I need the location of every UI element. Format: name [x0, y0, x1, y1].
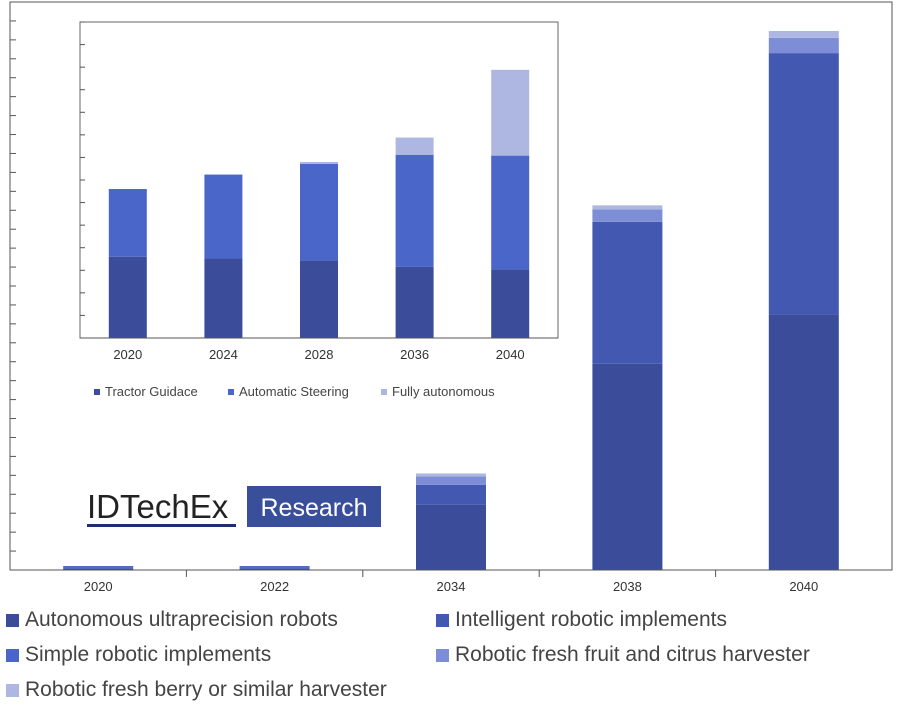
inset-legend-label: Fully autonomous	[392, 384, 495, 399]
bar-segment-2020-2	[63, 567, 134, 569]
main-legend-item: Intelligent robotic implements	[436, 608, 727, 632]
bar-segment-2038-4	[592, 209, 663, 222]
main-legend-swatch	[436, 613, 449, 627]
main-legend-label: Simple robotic implements	[25, 643, 272, 666]
bar-segment-2040-2	[491, 155, 530, 270]
bar-segment-2034-5	[416, 473, 486, 477]
x-tick-label: 2038	[613, 579, 642, 594]
bar-segment-2020-2	[108, 189, 147, 257]
main-legend-item: Autonomous ultraprecision robots	[6, 608, 338, 632]
x-tick-label: 2040	[496, 347, 525, 362]
x-tick-label: 2040	[789, 579, 818, 594]
bar-segment-2040-5	[768, 30, 839, 38]
x-tick-label: 2020	[84, 579, 113, 594]
bar-segment-2036-2	[395, 154, 434, 267]
bar-segment-2022-2	[239, 567, 310, 569]
bar-segment-2022-1	[239, 568, 310, 570]
bar-segment-2034-2	[416, 484, 486, 505]
logo-brand-text: IDTechEx	[87, 488, 229, 525]
logo-tag-background	[247, 486, 381, 527]
bar-segment-2028-2	[300, 163, 338, 261]
main-legend-swatch	[6, 613, 19, 627]
bar-segment-2038-5	[592, 205, 663, 210]
bar-segment-2028-1	[300, 260, 338, 338]
bar-segment-2040-1	[491, 269, 530, 338]
bar-segment-2036-3	[395, 137, 434, 155]
x-tick-label: 2036	[400, 347, 429, 362]
main-legend-label: Robotic fresh berry or similar harvester	[25, 678, 387, 701]
inset-bars	[108, 69, 530, 338]
bar-segment-2020-1	[63, 568, 134, 570]
idtechex-logo: IDTechEx Research	[87, 486, 381, 527]
main-legend-swatch	[436, 648, 449, 662]
logo-tag-text: Research	[261, 494, 368, 522]
bar-segment-2034-1	[416, 504, 486, 570]
main-legend-label: Intelligent robotic implements	[455, 608, 727, 631]
inset-x-axis: 2020 2024 2028 2036 2040	[80, 337, 558, 362]
bar-segment-2040-1	[768, 314, 839, 570]
chart: 2020 2022 2034 2038 2040 IDTechEx Research 2…	[9, 1, 893, 594]
bar-segment-2040-4	[768, 37, 839, 54]
x-tick-label: 2022	[260, 579, 289, 594]
x-tick-label: 2024	[209, 347, 238, 362]
bar-segment-2038-2	[592, 221, 663, 364]
inset-legend-swatch	[228, 389, 234, 395]
x-tick-label: 2020	[113, 347, 142, 362]
bar-segment-2034-4	[416, 476, 486, 485]
main-x-axis: 2020 2022 2034 2038 2040	[10, 569, 892, 594]
bar-segment-2036-1	[395, 266, 434, 338]
inset-legend-label: Automatic Steering	[239, 384, 349, 399]
main-legend-label: Autonomous ultraprecision robots	[25, 608, 338, 631]
bar-segment-2040-3	[491, 69, 530, 156]
inset-legend-label: Tractor Guidace	[105, 384, 198, 399]
bar-segment-2024-2	[204, 174, 243, 259]
main-legend-item: Robotic fresh fruit and citrus harvester	[436, 643, 810, 667]
bar-segment-2022-3	[239, 566, 310, 568]
bar-segment-2024-1	[204, 258, 243, 338]
inset-y-axis-ticks	[80, 21, 85, 339]
main-legend-item: Robotic fresh berry or similar harvester	[6, 678, 387, 702]
main-legend-label: Robotic fresh fruit and citrus harvester	[455, 643, 810, 666]
main-legend-swatch	[6, 648, 19, 662]
main-legend-item: Simple robotic implements	[6, 643, 271, 667]
main-legend-swatch	[6, 683, 19, 697]
bar-segment-2038-1	[592, 363, 663, 570]
inset-legend-swatch	[381, 389, 387, 395]
x-tick-label: 2034	[437, 579, 466, 594]
bar-segment-2020-1	[108, 256, 147, 338]
bar-segment-2020-3	[63, 566, 134, 568]
main-bars	[63, 30, 839, 570]
bar-segment-2028-3	[300, 161, 338, 164]
inset-legend-swatch	[94, 389, 100, 395]
x-tick-label: 2028	[305, 347, 334, 362]
inset-legend: Tractor Guidace Automatic Steering Fully a…	[94, 384, 495, 399]
bar-segment-2040-2	[768, 53, 839, 315]
logo-underline	[87, 524, 236, 527]
